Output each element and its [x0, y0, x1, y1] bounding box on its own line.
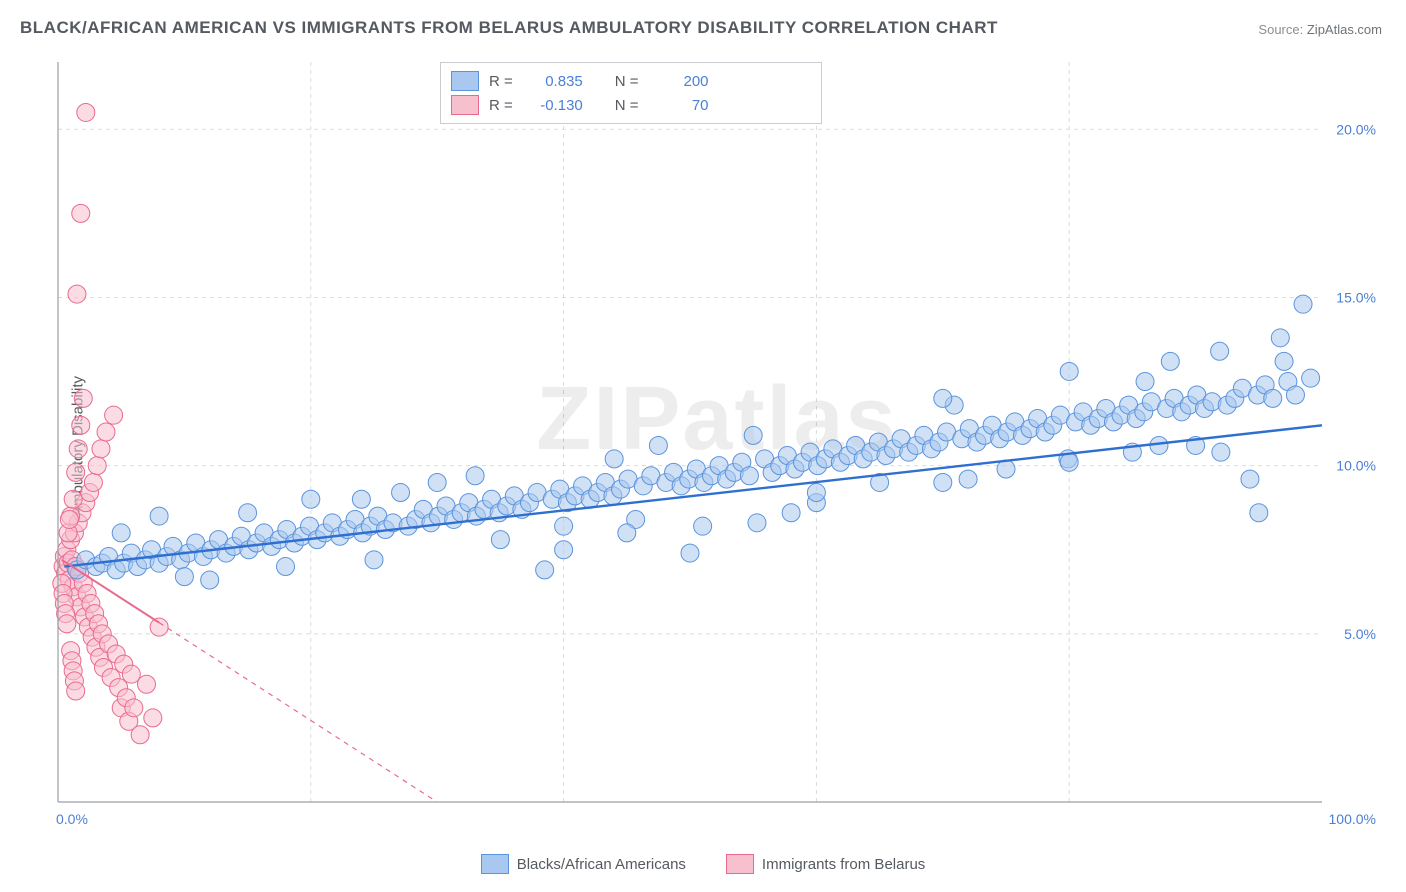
data-point-series-0 [150, 507, 168, 525]
data-point-series-0 [1161, 352, 1179, 370]
swatch-legend-0 [481, 854, 509, 874]
data-point-series-0 [491, 531, 509, 549]
data-point-series-0 [1060, 453, 1078, 471]
data-point-series-0 [959, 470, 977, 488]
legend-item-1: Immigrants from Belarus [726, 854, 925, 874]
scatter-plot: 5.0%10.0%15.0%20.0%ZIPatlas0.0%100.0% [52, 56, 1382, 842]
data-point-series-0 [201, 571, 219, 589]
n-value-series-1: 70 [649, 97, 709, 114]
data-point-series-0 [1271, 329, 1289, 347]
stats-row-series-1: R = -0.130 N = 70 [451, 93, 811, 117]
chart-container: BLACK/AFRICAN AMERICAN VS IMMIGRANTS FRO… [0, 0, 1406, 892]
data-point-series-0 [605, 450, 623, 468]
data-point-series-0 [1294, 295, 1312, 313]
n-label: N = [615, 73, 639, 90]
data-point-series-0 [277, 558, 295, 576]
legend-label-1: Immigrants from Belarus [762, 856, 925, 873]
x-tick-label: 100.0% [1329, 811, 1376, 827]
data-point-series-1 [77, 103, 95, 121]
y-tick-label: 20.0% [1336, 121, 1376, 137]
data-point-series-1 [64, 490, 82, 508]
data-point-series-0 [997, 460, 1015, 478]
source-credit: Source: ZipAtlas.com [1258, 22, 1382, 37]
data-point-series-0 [1250, 504, 1268, 522]
data-point-series-1 [69, 440, 87, 458]
n-value-series-0: 200 [649, 73, 709, 90]
data-point-series-1 [88, 457, 106, 475]
data-point-series-0 [934, 389, 952, 407]
data-point-series-1 [60, 510, 78, 528]
stats-row-series-0: R = 0.835 N = 200 [451, 69, 811, 93]
data-point-series-0 [302, 490, 320, 508]
data-point-series-0 [807, 484, 825, 502]
data-point-series-0 [1212, 443, 1230, 461]
data-point-series-0 [555, 517, 573, 535]
data-point-series-1 [67, 463, 85, 481]
source-label: Source: [1258, 22, 1303, 37]
data-point-series-1 [105, 406, 123, 424]
data-point-series-0 [740, 467, 758, 485]
data-point-series-1 [144, 709, 162, 727]
data-point-series-1 [137, 675, 155, 693]
data-point-series-0 [112, 524, 130, 542]
data-point-series-1 [58, 615, 76, 633]
data-point-series-0 [392, 484, 410, 502]
legend-item-0: Blacks/African Americans [481, 854, 686, 874]
data-point-series-0 [649, 436, 667, 454]
data-point-series-0 [1211, 342, 1229, 360]
n-label: N = [615, 97, 639, 114]
trend-line-dashed-series-1 [159, 623, 437, 802]
swatch-legend-1 [726, 854, 754, 874]
stats-legend: R = 0.835 N = 200 R = -0.130 N = 70 [440, 62, 822, 124]
data-point-series-1 [84, 473, 102, 491]
data-point-series-1 [131, 726, 149, 744]
swatch-series-1 [451, 95, 479, 115]
r-label: R = [489, 97, 513, 114]
r-label: R = [489, 73, 513, 90]
x-tick-label: 0.0% [56, 811, 88, 827]
r-value-series-1: -0.130 [523, 97, 583, 114]
data-point-series-0 [239, 504, 257, 522]
data-point-series-1 [122, 665, 140, 683]
data-point-series-0 [1060, 362, 1078, 380]
swatch-series-0 [451, 71, 479, 91]
data-point-series-0 [466, 467, 484, 485]
data-point-series-0 [536, 561, 554, 579]
data-point-series-1 [72, 416, 90, 434]
data-point-series-0 [1264, 389, 1282, 407]
data-point-series-0 [1136, 373, 1154, 391]
data-point-series-0 [352, 490, 370, 508]
data-point-series-0 [782, 504, 800, 522]
data-point-series-1 [92, 440, 110, 458]
data-point-series-0 [694, 517, 712, 535]
data-point-series-0 [1286, 386, 1304, 404]
data-point-series-1 [68, 285, 86, 303]
chart-title: BLACK/AFRICAN AMERICAN VS IMMIGRANTS FRO… [20, 18, 998, 38]
r-value-series-0: 0.835 [523, 73, 583, 90]
data-point-series-0 [748, 514, 766, 532]
series-legend: Blacks/African Americans Immigrants from… [0, 854, 1406, 874]
data-point-series-1 [67, 682, 85, 700]
y-tick-label: 15.0% [1336, 289, 1376, 305]
data-point-series-0 [1302, 369, 1320, 387]
data-point-series-1 [150, 618, 168, 636]
y-tick-label: 5.0% [1344, 626, 1376, 642]
y-tick-label: 10.0% [1336, 458, 1376, 474]
data-point-series-0 [365, 551, 383, 569]
data-point-series-0 [934, 473, 952, 491]
source-value: ZipAtlas.com [1307, 22, 1382, 37]
data-point-series-0 [175, 568, 193, 586]
data-point-series-1 [97, 423, 115, 441]
data-point-series-0 [428, 473, 446, 491]
data-point-series-0 [555, 541, 573, 559]
data-point-series-0 [1275, 352, 1293, 370]
data-point-series-0 [744, 426, 762, 444]
data-point-series-0 [1241, 470, 1259, 488]
data-point-series-0 [618, 524, 636, 542]
legend-label-0: Blacks/African Americans [517, 856, 686, 873]
data-point-series-1 [72, 204, 90, 222]
data-point-series-0 [681, 544, 699, 562]
data-point-series-1 [74, 389, 92, 407]
data-point-series-1 [125, 699, 143, 717]
